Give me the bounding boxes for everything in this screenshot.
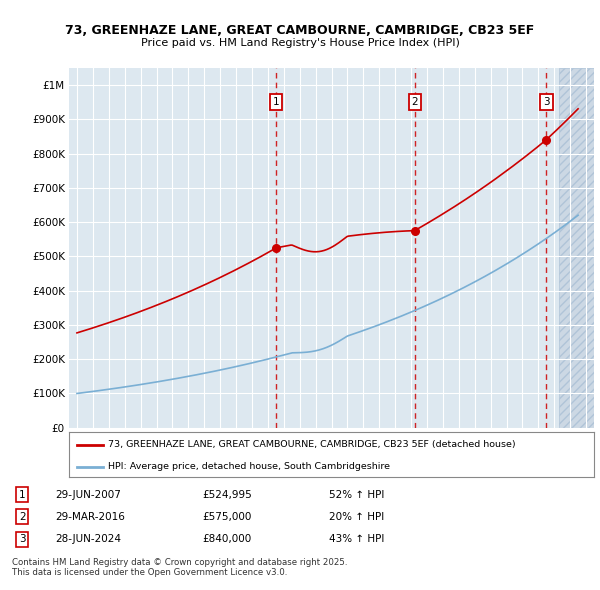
Text: 1: 1	[19, 490, 26, 500]
Text: 1: 1	[272, 97, 279, 107]
Text: 28-JUN-2024: 28-JUN-2024	[55, 534, 121, 544]
Text: 20% ↑ HPI: 20% ↑ HPI	[329, 512, 384, 522]
Text: Contains HM Land Registry data © Crown copyright and database right 2025.
This d: Contains HM Land Registry data © Crown c…	[12, 558, 347, 577]
Text: 3: 3	[543, 97, 550, 107]
Text: £575,000: £575,000	[202, 512, 251, 522]
Text: HPI: Average price, detached house, South Cambridgeshire: HPI: Average price, detached house, Sout…	[109, 463, 391, 471]
Text: 2: 2	[19, 512, 26, 522]
Text: £840,000: £840,000	[202, 534, 251, 544]
Text: 73, GREENHAZE LANE, GREAT CAMBOURNE, CAMBRIDGE, CB23 5EF (detached house): 73, GREENHAZE LANE, GREAT CAMBOURNE, CAM…	[109, 440, 516, 450]
Text: 29-JUN-2007: 29-JUN-2007	[55, 490, 121, 500]
Text: 2: 2	[412, 97, 418, 107]
Text: 52% ↑ HPI: 52% ↑ HPI	[329, 490, 384, 500]
Text: £524,995: £524,995	[202, 490, 252, 500]
Bar	[559, 68, 594, 428]
Text: 73, GREENHAZE LANE, GREAT CAMBOURNE, CAMBRIDGE, CB23 5EF: 73, GREENHAZE LANE, GREAT CAMBOURNE, CAM…	[65, 24, 535, 37]
Text: 43% ↑ HPI: 43% ↑ HPI	[329, 534, 384, 544]
Text: 29-MAR-2016: 29-MAR-2016	[55, 512, 125, 522]
Text: 3: 3	[19, 534, 26, 544]
Text: Price paid vs. HM Land Registry's House Price Index (HPI): Price paid vs. HM Land Registry's House …	[140, 38, 460, 48]
